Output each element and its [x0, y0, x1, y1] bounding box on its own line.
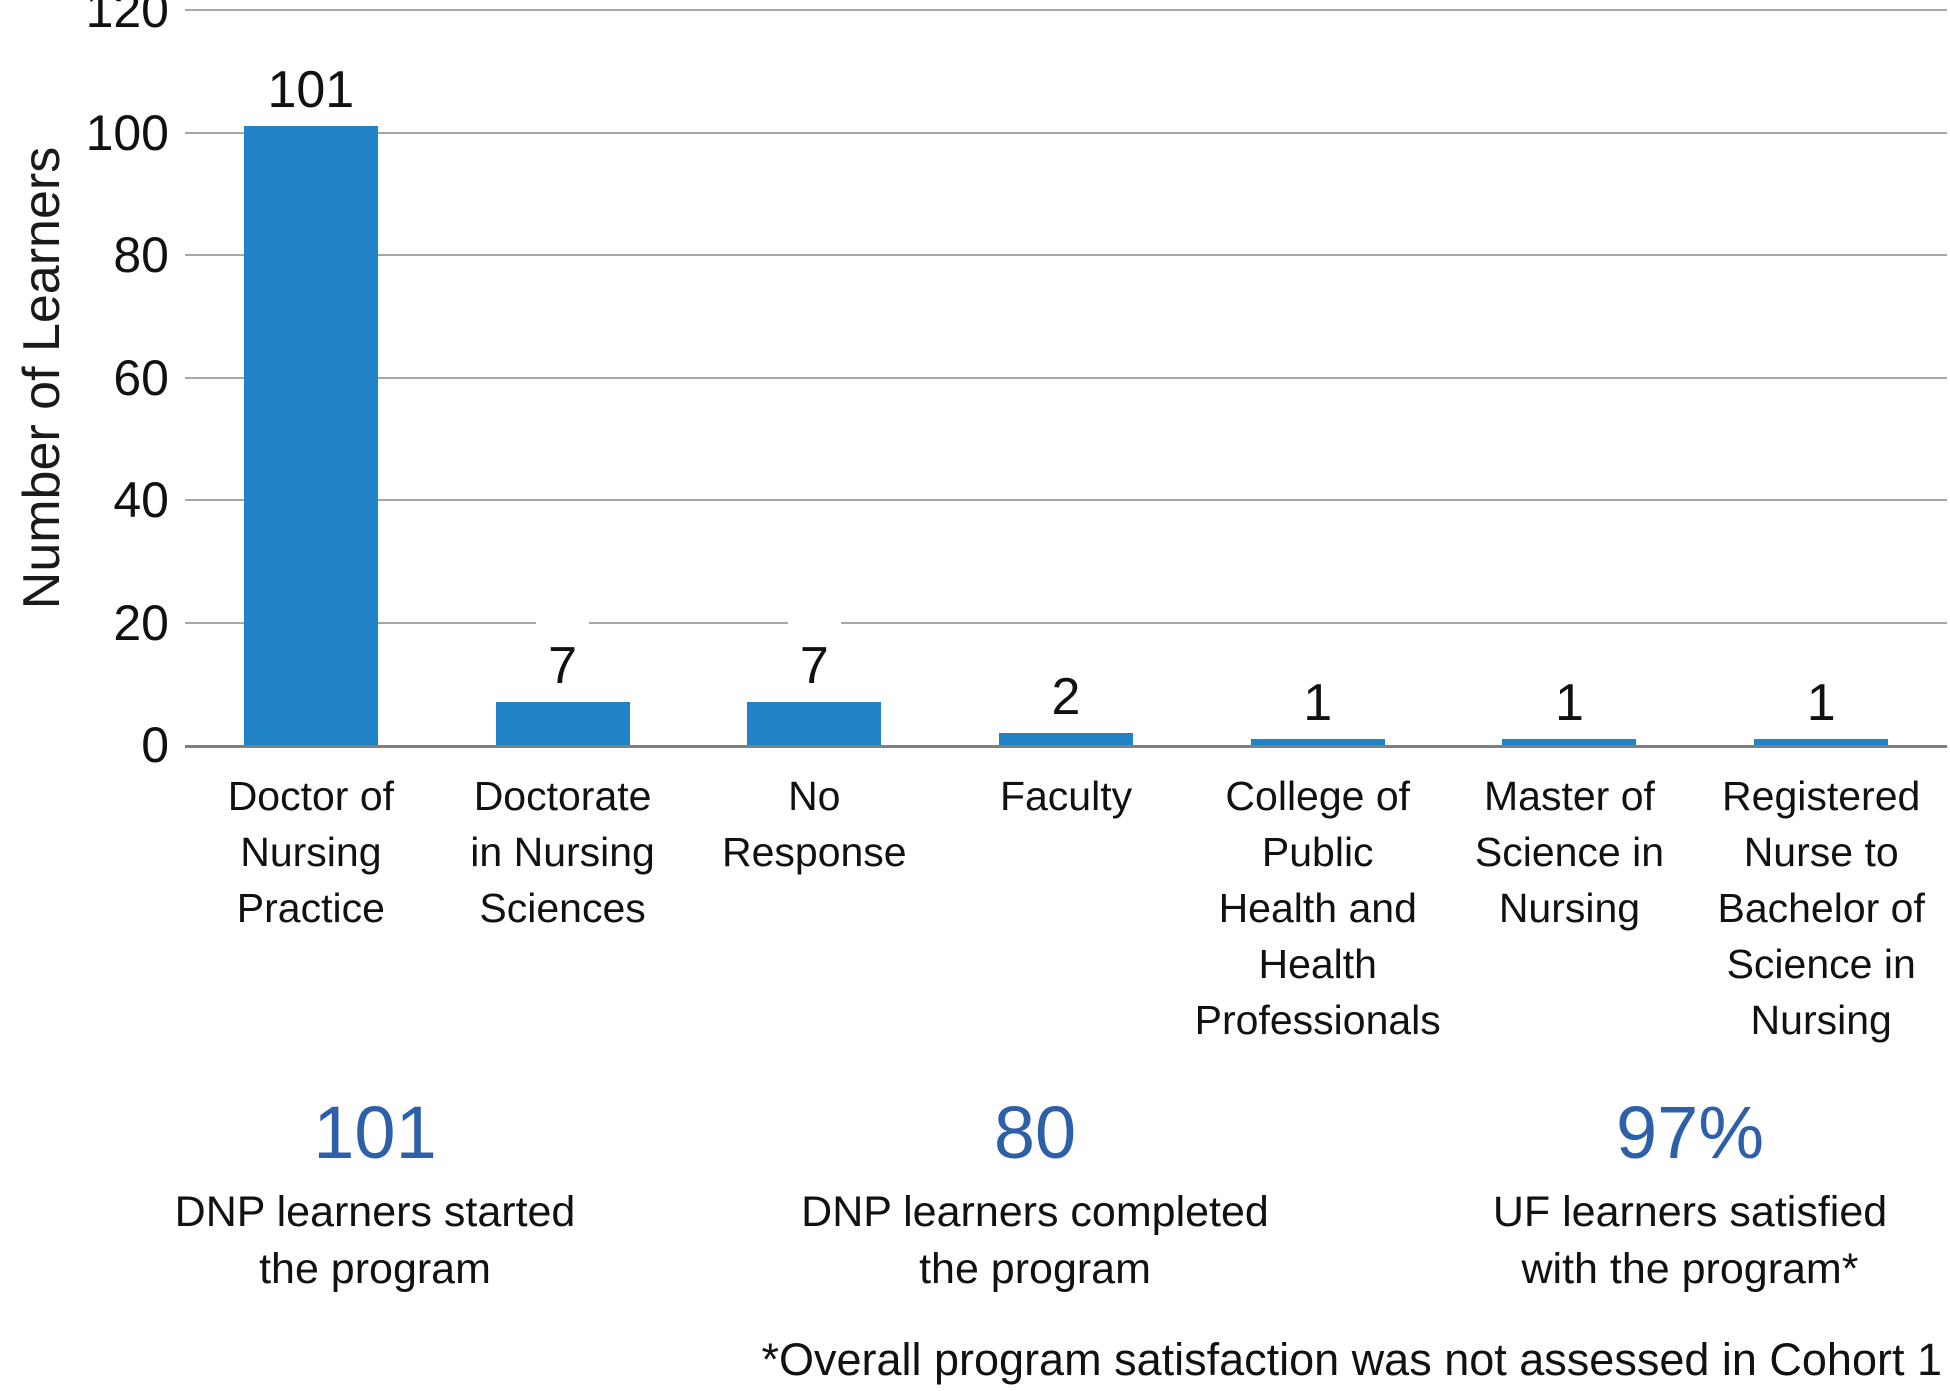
x-label-doctor-of-nursing-practice: Doctor of Nursing Practice	[227, 773, 395, 931]
summary-stat-started: 101 DNP learners started the program	[75, 1092, 675, 1298]
y-tick-0: 0	[141, 717, 169, 773]
bar-value-label: 7	[536, 620, 590, 697]
bar-value-label: 1	[1794, 656, 1848, 733]
stat-label-satisfied: UF learners satisfied with the program*	[1492, 1188, 1888, 1293]
y-tick-20: 20	[113, 594, 169, 651]
gridline-20	[185, 621, 1947, 624]
x-label-rn-to-bsn: Registered Nurse to Bachelor of Science …	[1717, 773, 1925, 1043]
bar-slot-doctorate-in-nursing-sciences: 7	[437, 10, 689, 745]
y-tick-40: 40	[113, 472, 169, 529]
bar-rn-to-bsn	[1754, 738, 1889, 745]
y-tick-120: 120	[85, 0, 169, 38]
bar-doctor-of-nursing-practice	[243, 126, 378, 745]
y-axis-title: Number of Learners	[13, 146, 71, 610]
bar-slot-rn-to-bsn: 1	[1695, 10, 1947, 745]
stat-value-completed: 80	[993, 1091, 1077, 1174]
bar-college-of-public-health	[1250, 738, 1385, 745]
bar-value-label: 101	[255, 44, 367, 121]
gridline-100	[185, 131, 1947, 134]
stat-label-completed: DNP learners completed the program	[801, 1188, 1269, 1293]
x-label-faculty: Faculty	[999, 773, 1133, 819]
gridline-120	[185, 9, 1947, 11]
x-axis-labels: Doctor of Nursing Practice Doctorate in …	[185, 768, 1947, 1048]
bar-slot-faculty: 2	[940, 10, 1192, 745]
gridline-80	[185, 254, 1947, 256]
bar-value-label: 1	[1542, 656, 1596, 733]
summary-stat-completed: 80 DNP learners completed the program	[735, 1092, 1335, 1298]
bar-slot-no-response: 7	[688, 10, 940, 745]
bar-slot-master-of-science-in-nursing: 1	[1444, 10, 1696, 745]
gridline-40	[185, 499, 1947, 502]
stat-label-started: DNP learners started the program	[174, 1188, 576, 1293]
x-label-college-of-public-health: College of Public Health and Health Prof…	[1194, 773, 1441, 1043]
x-label-doctorate-in-nursing-sciences: Doctorate in Nursing Sciences	[470, 773, 655, 931]
stat-value-satisfied: 97%	[1615, 1091, 1765, 1174]
bar-doctorate-in-nursing-sciences	[495, 702, 630, 745]
bar-value-label: 7	[787, 620, 841, 697]
bar-slot-doctor-of-nursing-practice: 101	[185, 10, 437, 745]
x-label-master-of-science-in-nursing: Master of Science in Nursing	[1474, 773, 1665, 931]
y-tick-60: 60	[113, 349, 169, 406]
plot-area: 0 20 40 60 80 100 120 101 7 7 2	[86, 0, 1947, 773]
summary-stat-satisfied: 97% UF learners satisfied with the progr…	[1390, 1092, 1950, 1298]
footnote: *Overall program satisfaction was not as…	[761, 1334, 1942, 1385]
bar-slot-college-of-public-health: 1	[1192, 10, 1444, 745]
x-label-no-response: No Response	[721, 773, 907, 875]
bar-master-of-science-in-nursing	[1502, 738, 1637, 745]
bar-no-response	[747, 702, 882, 745]
bar-series: 101 7 7 2 1 1	[185, 10, 1947, 745]
bar-value-label: 1	[1291, 656, 1345, 733]
stat-value-started: 101	[313, 1091, 437, 1174]
y-tick-80: 80	[113, 227, 169, 283]
bar-faculty	[999, 732, 1134, 745]
gridline-60	[185, 376, 1947, 379]
y-tick-100: 100	[85, 104, 169, 161]
bar-value-label: 2	[1039, 650, 1093, 727]
